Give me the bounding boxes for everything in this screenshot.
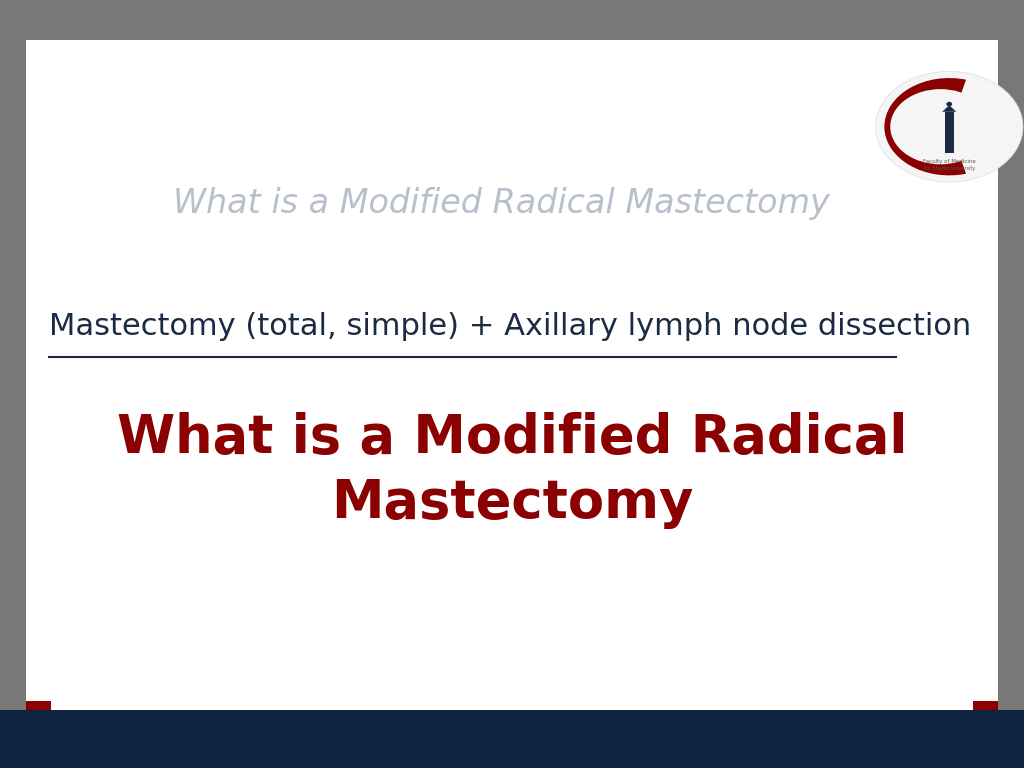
Polygon shape (942, 105, 956, 112)
Bar (0, 40, 26, 710)
Bar (0, 0, 1024, 40)
Text: Ain Shams University: Ain Shams University (923, 166, 976, 171)
Circle shape (876, 71, 1023, 182)
Text: Mastectomy: Mastectomy (331, 477, 693, 529)
Circle shape (946, 102, 952, 106)
Bar (26, 40, 998, 710)
Bar (945, 112, 953, 154)
Bar (973, 701, 998, 710)
Wedge shape (885, 78, 966, 175)
Text: What is a Modified Radical: What is a Modified Radical (117, 412, 907, 464)
Bar (26, 701, 51, 710)
Circle shape (890, 89, 990, 164)
Bar (998, 40, 1024, 710)
Text: Faculty of Medicine: Faculty of Medicine (923, 158, 976, 164)
Text: What is a Modified Radical Mastectomy: What is a Modified Radical Mastectomy (173, 187, 830, 220)
Bar (0, 710, 1024, 768)
Text: Mastectomy (total, simple) + Axillary lymph node dissection: Mastectomy (total, simple) + Axillary ly… (49, 312, 972, 341)
